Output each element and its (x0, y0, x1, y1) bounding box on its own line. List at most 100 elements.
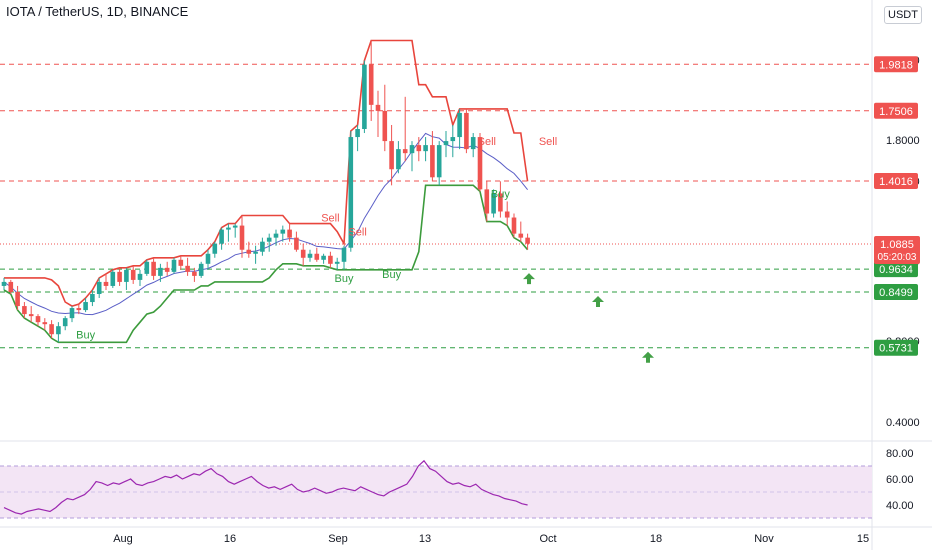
last-price-label: 1.0885 (880, 239, 914, 251)
time-tick-label: 18 (650, 533, 662, 545)
candle-body (287, 229, 292, 238)
candle-body (484, 189, 490, 214)
candle-body (178, 259, 184, 266)
level-label: 1.9818 (879, 59, 913, 71)
candle-body (504, 211, 510, 218)
sell-signal-label: Sell (321, 213, 339, 225)
time-tick-label: Nov (754, 533, 774, 545)
candle-body (525, 237, 530, 244)
candle-body (76, 308, 82, 311)
candle-body (348, 137, 354, 248)
trailing-stop-red (4, 39, 529, 307)
candle-body (402, 149, 408, 154)
time-tick-label: Sep (328, 533, 348, 545)
candle-body (8, 281, 14, 292)
sell-signal-label: Sell (539, 136, 557, 148)
rsi-tick-label: 60.00 (886, 474, 914, 486)
price-tick-label: 0.4000 (886, 417, 920, 429)
candle-body (185, 265, 190, 272)
time-tick-label: 15 (857, 533, 869, 545)
rsi-line (3, 459, 528, 515)
candle-body (491, 193, 496, 214)
candle-body (171, 259, 177, 272)
candle-body (436, 145, 442, 178)
candle-body (219, 229, 224, 244)
candle-body (328, 255, 333, 264)
candle-body (450, 137, 456, 142)
up-arrow-icon (592, 296, 604, 308)
candle-body (226, 227, 231, 230)
candle-body (1, 281, 7, 286)
candle-body (396, 149, 401, 170)
level-label: 0.5731 (879, 343, 913, 355)
candle-body (382, 110, 388, 142)
candle-body (42, 322, 48, 325)
candle-body (321, 255, 326, 260)
candle-body (368, 64, 374, 105)
rsi-tick-label: 80.00 (886, 448, 914, 460)
candle-body (464, 112, 469, 150)
level-label: 1.4016 (879, 176, 913, 188)
candle-body (151, 261, 156, 276)
candle-body (273, 233, 279, 238)
time-tick-label: 16 (224, 533, 236, 545)
candle-body (83, 302, 88, 311)
level-label: 1.7506 (879, 106, 913, 118)
candle-body (192, 271, 197, 276)
candle-body (15, 291, 20, 307)
candle-body (355, 129, 360, 138)
candle-body (158, 267, 163, 276)
candle-body (117, 271, 122, 282)
candle-body (409, 145, 415, 154)
candle-body (307, 253, 313, 258)
candle-body (253, 251, 258, 254)
candle-body (164, 267, 170, 272)
currency-button[interactable]: USDT (884, 6, 922, 24)
sell-signal-label: Sell (348, 227, 366, 239)
candle-body (212, 243, 218, 254)
candle-body (260, 241, 265, 252)
candle-body (518, 233, 524, 238)
candle-body (416, 145, 422, 152)
candle-body (457, 112, 462, 138)
sell-signal-label: Sell (478, 136, 496, 148)
candle-body (300, 249, 306, 258)
level-label: 0.9634 (879, 264, 913, 276)
level-label-box (874, 284, 918, 301)
level-label: 0.8499 (879, 287, 913, 299)
buy-signal-label: Buy (491, 188, 510, 200)
rsi-tick-label: 40.00 (886, 500, 914, 512)
candle-body (205, 253, 211, 264)
level-label-box (874, 102, 918, 119)
up-arrow-icon (642, 351, 654, 363)
candle-body (334, 261, 340, 264)
candle-body (22, 306, 27, 315)
trailing-stop-green (3, 184, 529, 344)
candle-body (280, 229, 286, 234)
candle-body (375, 104, 381, 111)
buy-signal-label: Buy (382, 269, 401, 281)
level-label-box (874, 261, 918, 278)
candle-body (470, 137, 476, 150)
candle-body (294, 237, 299, 250)
candle-body (511, 217, 517, 234)
candle-body (498, 193, 503, 212)
moving-average-line (3, 132, 528, 316)
level-label-box (874, 339, 918, 356)
candle-body (103, 281, 109, 286)
level-label-box (874, 172, 918, 189)
level-label-box (874, 56, 918, 73)
candle-body (137, 273, 143, 280)
candle-body (389, 141, 394, 170)
candle-body (477, 137, 483, 190)
last-price-countdown: 05:20:03 (878, 252, 917, 263)
price-tick-label: 1.8000 (886, 135, 920, 147)
candle-body (341, 247, 347, 262)
candle-body (362, 64, 367, 130)
chart-title: IOTA / TetherUS, 1D, BINANCE (6, 4, 189, 19)
candle-body (130, 269, 136, 280)
candle-body (246, 249, 252, 254)
up-arrow-icon (523, 273, 535, 285)
time-tick-label: 13 (419, 533, 431, 545)
